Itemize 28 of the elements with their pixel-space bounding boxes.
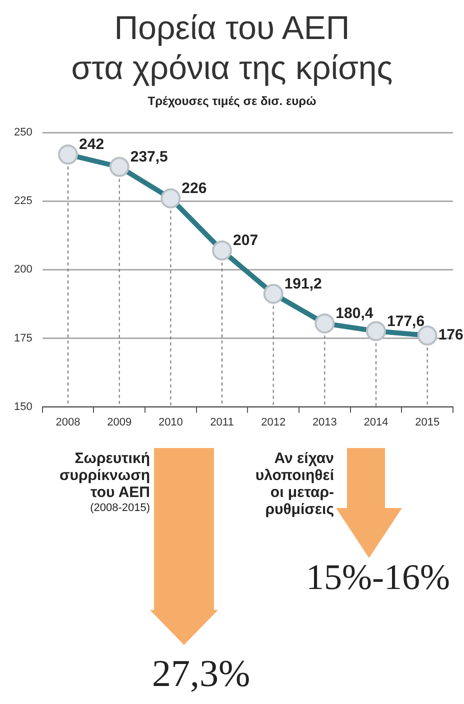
- x-tick-label: 2011: [210, 416, 234, 428]
- text: 180,4: [336, 305, 374, 322]
- text: (2008-2015): [90, 502, 150, 514]
- text: Αν είχαν υλοποιηθεί οι μεταρ- ρυθμίσεις: [254, 450, 334, 518]
- y-tick-label: 225: [14, 195, 32, 208]
- y-tick-label: 250: [14, 126, 32, 139]
- x-tick-label: 2012: [261, 416, 286, 428]
- chart-subtitle: Τρέχουσες τιμές σε δισ. ευρώ: [146, 94, 318, 108]
- x-tick-label: 2015: [415, 416, 440, 428]
- x-tick-label: 2008: [56, 416, 80, 428]
- text: 177,6: [387, 312, 425, 330]
- x-tick-label: 2013: [312, 416, 337, 428]
- text: 15%-16%: [306, 556, 450, 598]
- y-tick-label: 175: [14, 332, 32, 344]
- x-tick-label: 2014: [364, 416, 388, 428]
- text: 242: [79, 136, 104, 154]
- chart-title: Πορεία του ΑΕΠ στα χρόνια της κρίσης: [70, 8, 394, 88]
- y-tick-label: 150: [14, 400, 32, 413]
- x-tick-label: 2010: [158, 416, 183, 428]
- text: 207: [233, 232, 258, 250]
- text: 27,3%: [152, 652, 250, 696]
- text: 237,5: [130, 148, 168, 166]
- y-tick-label: 200: [14, 264, 32, 276]
- text: 191,2: [284, 275, 322, 292]
- text: 176: [438, 326, 464, 344]
- text: Σωρευτική συρρίκνωση του ΑΕΠ: [58, 450, 150, 501]
- text: 226: [182, 180, 207, 198]
- x-tick-label: 2009: [107, 416, 132, 428]
